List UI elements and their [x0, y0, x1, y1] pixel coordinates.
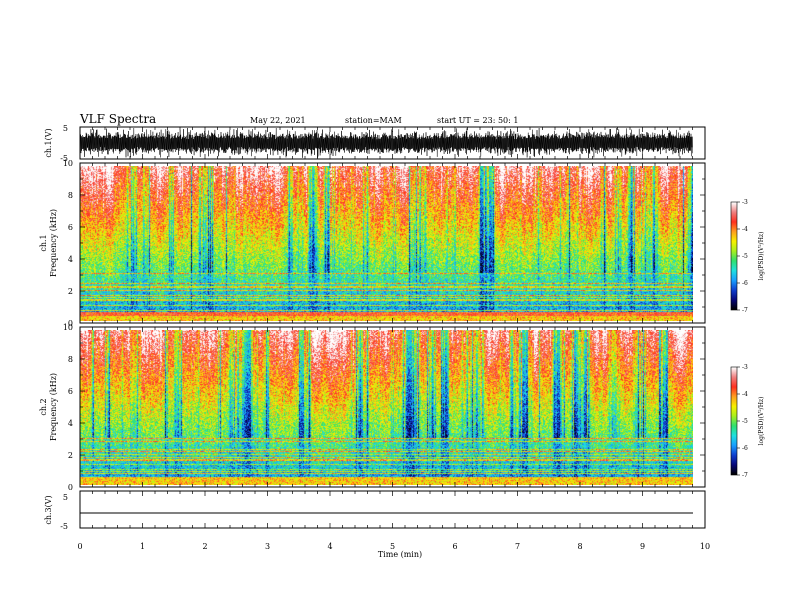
- y-tick-label: 4: [68, 255, 73, 264]
- ch2-spectrogram-ylabel-frequency: Frequency (kHz): [49, 373, 58, 441]
- x-axis-tick-labels: 0 1 2 3 4 5 6 7 8 9 10: [77, 542, 710, 551]
- x-tick-label: 6: [452, 542, 457, 551]
- ch2-colorbar-ticks: -3 -4 -5 -6 -7: [737, 364, 748, 479]
- station-label: station=MAM: [345, 116, 402, 125]
- panel-ch3-waveform: 5 -5 ch.3(V): [44, 490, 706, 531]
- y-tick-label: 10: [63, 323, 73, 332]
- ch3-waveform-ylabel: ch.3(V): [44, 495, 53, 524]
- colorbar-tick-label: -7: [742, 307, 748, 314]
- date-label: May 22, 2021: [250, 116, 306, 125]
- colorbar-tick-label: -5: [742, 253, 748, 260]
- y-tick-label: 10: [63, 159, 73, 168]
- ch3-ytick-top: 5: [63, 493, 68, 502]
- ch1-colorbar-gradient: [731, 202, 737, 310]
- ch3-waveform-frame: [79, 490, 706, 529]
- y-tick-label: 6: [68, 387, 73, 396]
- y-tick-label: 2: [68, 451, 73, 460]
- y-tick-label: 0: [68, 319, 73, 328]
- ch2-spectrogram-heatmap: [80, 330, 693, 485]
- ch1-colorbar-label: log(PSD)(V²/Hz): [758, 232, 765, 281]
- colorbar-tick-label: -3: [742, 364, 748, 371]
- x-tick-label: 10: [700, 542, 710, 551]
- ch1-waveform-line: [79, 127, 693, 159]
- x-tick-label: 4: [327, 542, 332, 551]
- x-tick-label: 5: [390, 542, 395, 551]
- x-tick-label: 9: [640, 542, 645, 551]
- y-tick-label: 8: [68, 191, 73, 200]
- x-axis-label: Time (min): [378, 550, 422, 559]
- y-tick-label: 6: [68, 223, 73, 232]
- ch1-ytick-bottom: -5: [60, 154, 68, 163]
- ch1-colorbar-ticks: -3 -4 -5 -6 -7: [737, 199, 748, 314]
- ch2-colorbar-label: log(PSD)(V²/Hz): [758, 397, 765, 446]
- ch1-spectrogram-yticks: 0 2 4 6 8 10: [63, 159, 705, 328]
- x-tick-label: 1: [140, 542, 145, 551]
- ch1-ytick-top: 5: [63, 124, 68, 133]
- y-tick-label: 8: [68, 355, 73, 364]
- ch2-spectrogram-ylabel-channel: ch.2: [39, 398, 48, 415]
- y-tick-label: 0: [68, 483, 73, 492]
- x-tick-label: 0: [77, 542, 82, 551]
- x-tick-label: 2: [202, 542, 207, 551]
- start-time-label: start UT = 23: 50: 1: [437, 116, 518, 125]
- ch2-colorbar-gradient: [731, 367, 737, 475]
- ch1-spectrogram-ylabel-frequency: Frequency (kHz): [49, 209, 58, 277]
- colorbar-tick-label: -5: [742, 418, 748, 425]
- figure-title: VLF Spectra: [79, 112, 156, 126]
- colorbar-tick-label: -4: [742, 391, 748, 398]
- ch1-spectrogram-ylabel-channel: ch.1: [39, 234, 48, 251]
- colorbar-tick-label: -6: [742, 445, 748, 452]
- ch1-waveform-ylabel: ch.1(V): [44, 128, 53, 157]
- colorbar-tick-label: -7: [742, 472, 748, 479]
- panel-ch1-waveform: 5 -5 ch.1(V): [44, 124, 706, 163]
- y-tick-label: 4: [68, 419, 73, 428]
- ch1-waveform-trace: [79, 127, 693, 159]
- x-tick-label: 7: [515, 542, 520, 551]
- ch3-ytick-bottom: -5: [60, 522, 68, 531]
- ch2-spectrogram-yticks: 0 2 4 6 8 10: [63, 323, 705, 492]
- ch1-spectrogram-heatmap: [80, 166, 693, 321]
- x-tick-label: 3: [265, 542, 270, 551]
- x-tick-label: 8: [577, 542, 582, 551]
- x-axis-ticks: [79, 127, 706, 528]
- y-tick-label: 2: [68, 287, 73, 296]
- colorbar-tick-label: -6: [742, 280, 748, 287]
- colorbar-tick-label: -3: [742, 199, 748, 206]
- colorbar-tick-label: -4: [742, 226, 748, 233]
